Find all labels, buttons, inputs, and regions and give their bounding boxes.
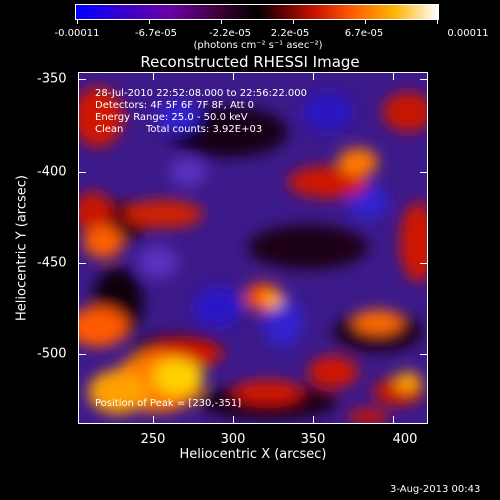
peak-position-text: Position of Peak = [230,-351] — [95, 398, 242, 409]
colorbar-tick — [77, 20, 78, 24]
rhessi-image — [78, 72, 428, 424]
colorbar — [75, 4, 439, 20]
x-tick-top — [153, 72, 154, 80]
y-tick-label: -450 — [37, 255, 67, 271]
image-blobs — [78, 72, 428, 424]
y-tick-right — [420, 79, 428, 80]
y-tick-right — [420, 172, 428, 173]
date-stamp: 3-Aug-2013 00:43 — [390, 484, 481, 495]
detectors-text: Detectors: 4F 5F 6F 7F 8F, Att 0 — [95, 100, 255, 111]
x-tick-top — [313, 72, 314, 80]
y-tick-right — [420, 263, 428, 264]
colorbar-label: -2.2e-05 — [209, 28, 251, 39]
y-tick-label: -400 — [37, 164, 67, 180]
colorbar-tick — [437, 20, 438, 24]
x-tick — [313, 416, 314, 424]
algorithm-text: Clean — [95, 124, 124, 135]
x-tick-label: 400 — [392, 432, 418, 447]
time-range-text: 28-Jul-2010 22:52:08.000 to 22:56:22.000 — [95, 88, 307, 99]
colorbar-label: -0.00011 — [54, 28, 100, 39]
colorbar-tick — [149, 20, 150, 24]
y-tick — [78, 79, 86, 80]
colorbar-tick — [293, 20, 294, 24]
colorbar-label: 0.00011 — [447, 28, 489, 39]
x-tick-top — [233, 72, 234, 80]
colorbar-tick — [221, 20, 222, 24]
x-axis-label: Heliocentric X (arcsec) — [179, 447, 327, 462]
y-tick-label: -350 — [37, 71, 67, 87]
x-tick-top — [393, 72, 394, 80]
y-tick-label: -500 — [37, 346, 67, 362]
colorbar-units: (photons cm⁻² s⁻¹ asec⁻²) — [193, 40, 323, 51]
colorbar-label: -6.7e-05 — [135, 28, 177, 39]
y-tick-right — [420, 354, 428, 355]
y-tick — [78, 263, 86, 264]
energy-range-text: Energy Range: 25.0 - 50.0 keV — [95, 112, 248, 123]
plot-title: Reconstructed RHESSI Image — [140, 53, 360, 71]
x-tick-label: 300 — [220, 432, 246, 447]
x-tick-label: 250 — [140, 432, 166, 447]
y-tick — [78, 354, 86, 355]
colorbar-tick — [365, 20, 366, 24]
colorbar-label: 2.2e-05 — [270, 28, 310, 39]
x-tick — [153, 416, 154, 424]
x-tick — [233, 416, 234, 424]
x-tick — [393, 416, 394, 424]
total-counts-text: Total counts: 3.92E+03 — [146, 124, 263, 135]
colorbar-label: 6.7e-05 — [344, 28, 384, 39]
y-axis-label: Heliocentric Y (arcsec) — [14, 175, 30, 321]
y-tick — [78, 172, 86, 173]
x-tick-label: 350 — [300, 432, 326, 447]
